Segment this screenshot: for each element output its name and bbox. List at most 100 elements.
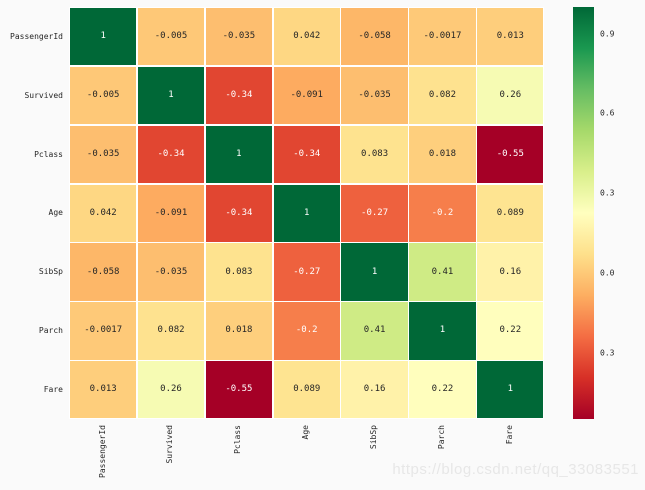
heatmap-cell: 0.22 (476, 301, 545, 361)
colorbar-tick-label: 0.3 (600, 348, 615, 358)
x-tick-label-text: Survived (165, 425, 175, 464)
y-tick-label: Parch (38, 326, 63, 336)
heatmap-cell: 1 (340, 242, 409, 302)
heatmap-cell: 0.089 (272, 360, 341, 420)
heatmap-cell: -0.058 (340, 7, 409, 67)
heatmap-cell: -0.0017 (69, 301, 138, 361)
heatmap-cell-value: 0.083 (225, 266, 253, 277)
x-tick-label-text: Age (301, 425, 311, 440)
heatmap-cell-value: 0.082 (157, 325, 185, 336)
heatmap-cell-value: -0.035 (222, 31, 256, 42)
x-tick-label-text: SibSp (368, 425, 378, 450)
heatmap-cell: 1 (136, 65, 206, 126)
heatmap-cell: 1 (69, 7, 138, 67)
heatmap-cell: -0.035 (69, 124, 138, 185)
heatmap-cell: 0.089 (476, 183, 545, 243)
heatmap-cell-value: 0.042 (293, 31, 321, 42)
heatmap-cell: 0.082 (408, 65, 477, 126)
heatmap-cell-value: 0.16 (499, 266, 522, 277)
heatmap-cell-value: 1 (236, 148, 242, 159)
heatmap-cell-value: 0.042 (89, 207, 117, 218)
heatmap-cell-value: -0.2 (431, 207, 454, 218)
heatmap-cell-value: 1 (371, 266, 378, 277)
heatmap-cell-value: -0.035 (154, 266, 188, 277)
heatmap-cell-value: 0.41 (431, 266, 454, 277)
heatmap-cell-value: -0.005 (154, 31, 188, 42)
heatmap-cell: -0.55 (204, 360, 274, 420)
heatmap-cell: 0.018 (204, 301, 274, 361)
heatmap-cell: 0.082 (136, 301, 206, 361)
heatmap-cell-value: 0.089 (496, 207, 524, 218)
heatmap-cell: 0.41 (340, 301, 409, 361)
heatmap-cell-value: -0.34 (225, 207, 253, 218)
y-tick-label: Age (48, 208, 63, 218)
heatmap-cell: 1 (476, 360, 545, 420)
heatmap-cell-value: -0.27 (361, 207, 389, 218)
heatmap-cell: 0.41 (408, 242, 477, 302)
watermark: https://blog.csdn.net/qq_33083551 (392, 461, 639, 478)
x-tick-label-text: Parch (436, 425, 446, 450)
x-tick-label: PassengerId (69, 425, 137, 489)
heatmap-cell: 0.22 (408, 360, 477, 420)
heatmap-cell: -0.058 (69, 242, 138, 302)
heatmap-cell: -0.035 (136, 242, 206, 302)
heatmap-cell-value: -0.0017 (423, 31, 462, 42)
colorbar-tick-label: 0.6 (600, 108, 615, 118)
heatmap-cell: -0.27 (340, 183, 409, 243)
heatmap-cell-value: -0.091 (290, 90, 323, 101)
heatmap-cell-value: 1 (439, 325, 446, 336)
heatmap-cell: 0.083 (340, 124, 409, 185)
heatmap-cell-value: 0.018 (428, 148, 456, 159)
y-tick-label: SibSp (38, 267, 63, 277)
heatmap-cell: 0.042 (272, 7, 341, 67)
heatmap-cell-value: 0.22 (431, 384, 454, 395)
heatmap-cell-value: 1 (304, 207, 310, 218)
heatmap-cell: 0.26 (476, 65, 545, 126)
heatmap-cell: -0.2 (408, 183, 477, 243)
heatmap-cell-value: 0.089 (293, 384, 321, 395)
heatmap-cell-value: -0.058 (358, 31, 391, 42)
heatmap-cell-value: -0.005 (86, 90, 120, 101)
heatmap-cell: 1 (272, 183, 341, 243)
heatmap-cell-value: 1 (168, 90, 174, 101)
heatmap-cell-value: -0.55 (496, 148, 524, 159)
heatmap-cell: -0.091 (272, 65, 341, 126)
heatmap-cell: 0.26 (136, 360, 206, 420)
heatmap-cell-value: 1 (507, 384, 514, 395)
y-tick-label: Pclass (34, 149, 63, 159)
heatmap-cell-value: -0.035 (358, 90, 391, 101)
y-tick-label: PassengerId (10, 31, 63, 41)
heatmap-cell-value: -0.27 (293, 266, 321, 277)
heatmap-cell: 1 (408, 301, 477, 361)
heatmap-cell-value: 0.013 (89, 384, 117, 395)
heatmap-cell: -0.091 (136, 183, 206, 243)
heatmap-cell: 0.013 (476, 7, 545, 67)
heatmap-cell-value: 1 (100, 31, 106, 42)
x-tick-label-text: Pclass (233, 425, 243, 454)
heatmap-cell-value: -0.2 (295, 325, 318, 336)
heatmap-cell: -0.27 (272, 242, 341, 302)
heatmap-cell: 0.16 (476, 242, 545, 302)
heatmap-cell: -0.0017 (408, 7, 477, 67)
x-tick-label: SibSp (340, 425, 408, 489)
heatmap-cell-value: -0.035 (86, 148, 120, 159)
heatmap-cell-value: 0.41 (363, 325, 386, 336)
heatmap-cell: -0.34 (272, 124, 341, 185)
heatmap-cell: 1 (204, 124, 274, 185)
colorbar-tick-label: 0.9 (600, 29, 615, 39)
heatmap-cell-value: 0.083 (361, 148, 389, 159)
heatmap-cell-value: -0.091 (154, 207, 188, 218)
heatmap-cell: 0.013 (69, 360, 138, 420)
y-tick-label: Survived (24, 90, 63, 100)
heatmap-cell-value: 0.22 (499, 325, 522, 336)
heatmap-cell-value: -0.34 (225, 90, 253, 101)
heatmap-cell-value: -0.058 (86, 266, 120, 277)
colorbar (573, 7, 594, 419)
heatmap-cell: -0.035 (204, 7, 274, 67)
heatmap-cell: -0.005 (69, 65, 138, 126)
x-tick-label: Age (273, 425, 341, 489)
heatmap-cell-value: -0.0017 (84, 325, 123, 336)
heatmap-cell-value: 0.16 (363, 384, 386, 395)
x-tick-label: Pclass (205, 425, 273, 489)
